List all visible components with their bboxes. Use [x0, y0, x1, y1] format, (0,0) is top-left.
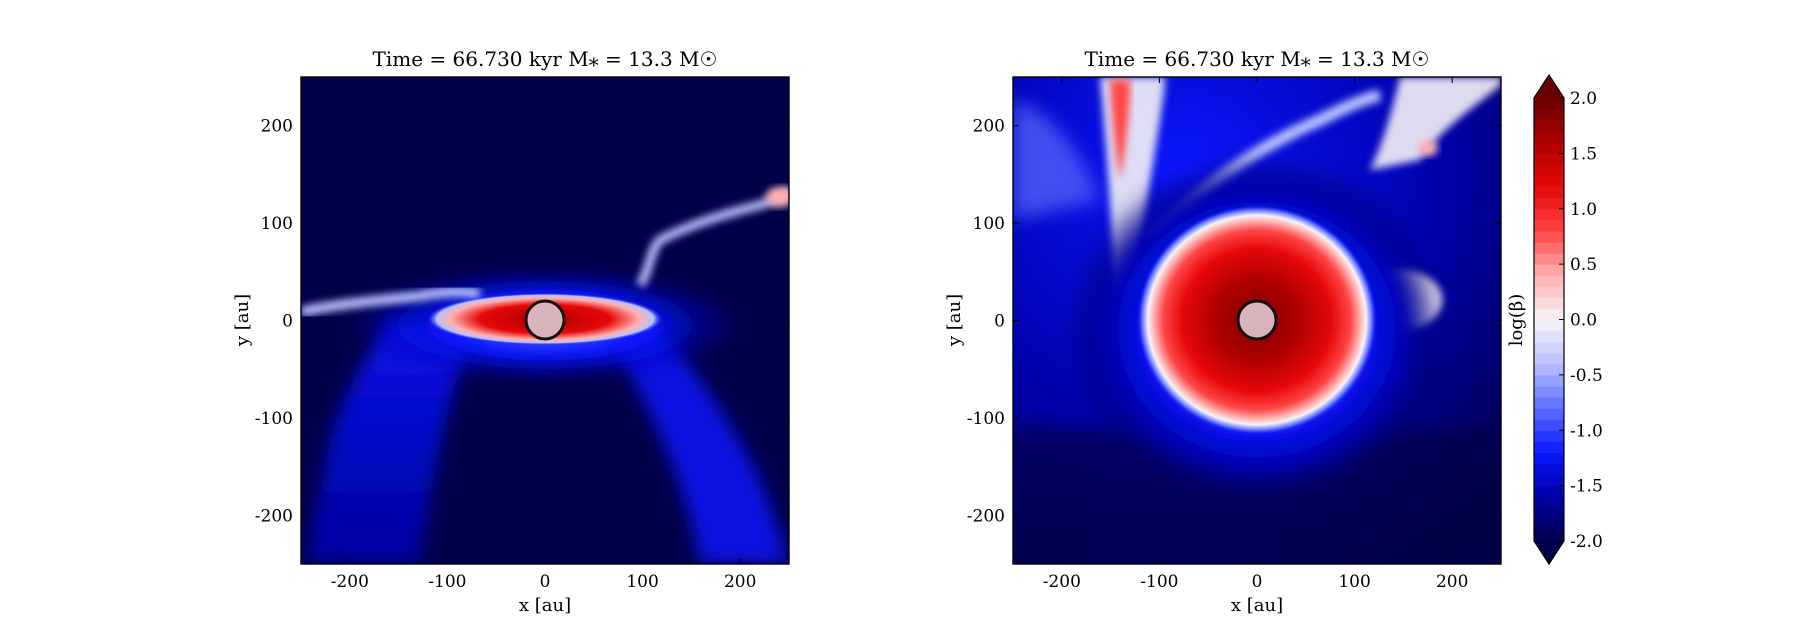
colorbar-band	[1534, 385, 1564, 398]
colorbar-band	[1534, 120, 1564, 132]
colorbar-extend-top	[1534, 75, 1564, 98]
colorbar-band	[1534, 374, 1564, 387]
left-panel: Time = 66.730 kyr M⁎ = 13.3 M☉ -200 -100 0…	[232, 47, 790, 616]
colorbar-band	[1534, 308, 1564, 321]
colorbar-band	[1534, 241, 1564, 254]
colorbar-band	[1534, 186, 1564, 199]
left-outflow-cavity-right	[610, 320, 789, 564]
colorbar-band	[1534, 319, 1564, 332]
left-outflow-cavity-left	[305, 315, 470, 564]
colorbar-band	[1534, 197, 1564, 210]
y-tick-label: 200	[973, 117, 1005, 137]
colorbar-tick-label: 2.0	[1570, 89, 1597, 109]
right-stream-left-core	[1110, 80, 1130, 180]
y-tick-label: -200	[255, 506, 293, 526]
colorbar-label: log(β)	[1506, 294, 1527, 347]
colorbar-band	[1534, 363, 1564, 376]
colorbar-band	[1534, 142, 1564, 154]
x-tick-label: -100	[428, 572, 466, 592]
colorbar-tick-label: 0.5	[1570, 255, 1597, 275]
colorbar-band	[1534, 474, 1564, 487]
colorbar-band	[1534, 208, 1564, 221]
colorbar-band	[1534, 463, 1564, 476]
right-stream-right-hotspot	[1418, 140, 1438, 156]
right-panel-title: Time = 66.730 kyr M⁎ = 13.3 M☉	[1085, 47, 1430, 71]
x-tick-label: -100	[1140, 572, 1178, 592]
colorbar-bands	[1534, 98, 1564, 542]
y-tick-label: 200	[261, 117, 293, 137]
colorbar-band	[1534, 352, 1564, 365]
y-tick-label: -100	[255, 409, 293, 429]
colorbar-band	[1534, 264, 1564, 276]
colorbar-band	[1534, 297, 1564, 310]
x-tick-label: 0	[540, 572, 551, 592]
x-tick-label: -200	[1043, 572, 1081, 592]
colorbar: 2.0 1.5 1.0 0.5 0.0 -0.5 -1.0 -1.5 -2.0 log(β)	[1506, 73, 1603, 566]
colorbar-ticks: 2.0 1.5 1.0 0.5 0.0 -0.5 -1.0 -1.5 -2.0	[1559, 89, 1603, 552]
right-sink-particle	[1236, 299, 1278, 341]
right-stream-upper	[1013, 100, 1100, 220]
colorbar-tick-label: -0.5	[1570, 366, 1603, 386]
colorbar-band	[1534, 408, 1564, 420]
colorbar-band	[1534, 175, 1564, 188]
colorbar-band	[1534, 286, 1564, 298]
colorbar-tick-label: -1.0	[1570, 421, 1603, 441]
colorbar-band	[1534, 441, 1564, 453]
right-panel: Time = 66.730 kyr M⁎ = 13.3 M☉ -200 -100 0…	[944, 47, 1502, 616]
x-tick-label: 100	[626, 572, 658, 592]
colorbar-band	[1534, 275, 1564, 287]
colorbar-band	[1534, 253, 1564, 265]
colorbar-band	[1534, 164, 1564, 177]
colorbar-tick-label: 0.0	[1570, 311, 1597, 331]
colorbar-band	[1534, 230, 1564, 243]
colorbar-extend-bottom	[1534, 541, 1564, 564]
colorbar-band	[1534, 341, 1564, 354]
left-filament-west	[301, 286, 481, 317]
right-ticks: -200 -100 0 100 200 200 100 0 -100 -200	[967, 77, 1501, 592]
colorbar-tick-label: 1.0	[1570, 200, 1597, 220]
colorbar-band	[1534, 496, 1564, 509]
y-tick-label: -100	[967, 409, 1005, 429]
x-tick-label: 100	[1338, 572, 1370, 592]
colorbar-band	[1534, 507, 1564, 520]
colorbar-band	[1534, 485, 1564, 498]
y-tick-label: 0	[994, 312, 1005, 332]
colorbar-band	[1534, 430, 1564, 442]
colorbar-band	[1534, 109, 1564, 121]
y-tick-label: 0	[282, 312, 293, 332]
left-panel-title: Time = 66.730 kyr M⁎ = 13.3 M☉	[373, 47, 718, 71]
colorbar-tick-label: 1.5	[1570, 144, 1597, 164]
colorbar-band	[1534, 131, 1564, 143]
x-tick-label: -200	[331, 572, 369, 592]
y-tick-label: 100	[973, 214, 1005, 234]
colorbar-tick-label: -1.5	[1570, 477, 1603, 497]
colorbar-band	[1534, 397, 1564, 409]
left-ticks: -200 -100 0 100 200 200 100 0 -100 -200	[255, 77, 789, 592]
colorbar-band	[1534, 153, 1564, 166]
left-sink-particle	[524, 299, 566, 341]
left-ylabel: y [au]	[232, 294, 253, 347]
y-tick-label: -200	[967, 506, 1005, 526]
colorbar-band	[1534, 518, 1564, 531]
colorbar-band	[1534, 452, 1564, 465]
right-ylabel: y [au]	[944, 294, 965, 347]
colorbar-band	[1534, 419, 1564, 431]
left-filament-hotspot	[766, 187, 789, 207]
colorbar-band	[1534, 219, 1564, 232]
y-tick-label: 100	[261, 214, 293, 234]
x-tick-label: 200	[1436, 572, 1468, 592]
left-xlabel: x [au]	[519, 595, 571, 616]
x-tick-label: 200	[724, 572, 756, 592]
colorbar-band	[1534, 330, 1564, 343]
right-stream-right	[1370, 77, 1501, 170]
colorbar-tick-label: -2.0	[1570, 532, 1603, 552]
x-tick-label: 0	[1252, 572, 1263, 592]
colorbar-band	[1534, 529, 1564, 542]
colorbar-band	[1534, 98, 1564, 110]
right-xlabel: x [au]	[1231, 595, 1283, 616]
